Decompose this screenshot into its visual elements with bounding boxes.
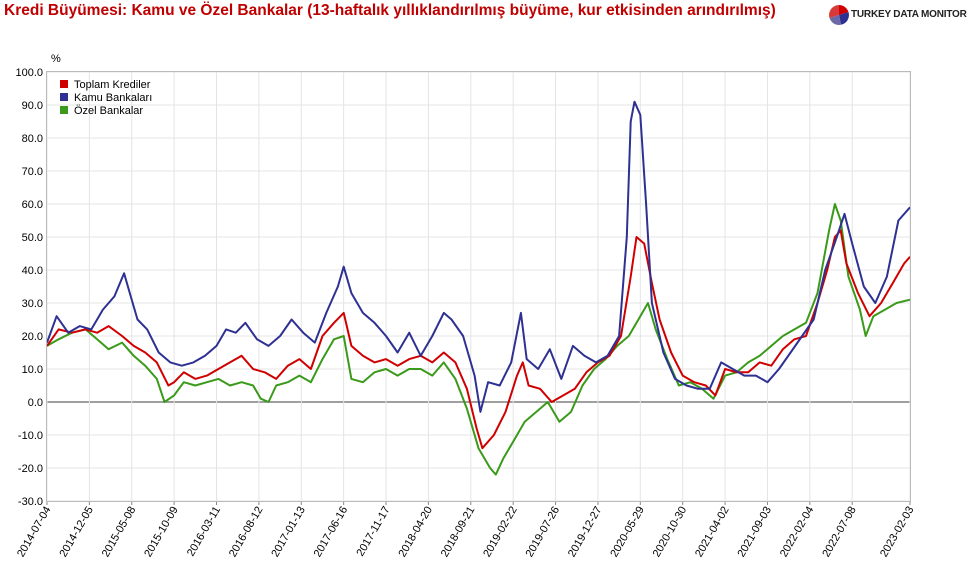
y-tick-label: 40.0 [22,265,43,277]
x-tick-label: 2022-02-04 [778,505,817,560]
y-tick-label: -20.0 [18,463,43,475]
x-tick-label: 2022-07-08 [820,505,859,560]
legend-label-2: Özel Bankalar [74,105,143,117]
legend-swatch-0 [60,80,68,88]
pie-logo-icon [829,5,849,25]
y-tick-label: 80.0 [22,133,43,145]
x-tick-label: 2014-07-04 [15,505,54,560]
x-tick-label: 2019-12-27 [566,505,605,560]
y-tick-label: -10.0 [18,430,43,442]
x-tick-label: 2015-10-09 [142,505,181,560]
y-tick-label: 50.0 [22,232,43,244]
y-tick-label: 70.0 [22,166,43,178]
legend-label-0: Toplam Krediler [74,79,151,91]
legend-swatch-1 [60,93,68,101]
x-tick-label: 2016-08-12 [227,505,266,560]
x-tick-label: 2021-04-02 [693,505,732,560]
y-tick-label: 90.0 [22,100,43,112]
brand-logo: TURKEY DATA MONITOR [829,5,974,25]
y-tick-label: 30.0 [22,298,43,310]
series-lines [46,100,911,476]
x-tick-label: 2016-03-11 [185,505,223,559]
y-axis-label: % [51,53,61,65]
x-tick-label: 2014-12-05 [57,505,96,560]
x-tick-label: 2020-05-29 [608,505,647,560]
x-tick-label: 2017-11-17 [355,505,393,559]
x-tick-label: 2017-01-13 [269,505,308,560]
series-line-0 [46,229,911,450]
y-tick-label: 10.0 [22,364,43,376]
legend-label-1: Kamu Bankaları [74,92,152,104]
y-axis-tick-labels: 100.0 90.0 80.0 70.0 60.0 50.0 40.0 30.0 20.0 10.… [15,67,43,508]
x-tick-label: 2019-02-22 [481,505,520,560]
grid-lines [46,71,911,502]
series-line-2 [46,203,911,476]
x-tick-label: 2018-04-20 [396,505,435,560]
x-tick-label: 2015-05-08 [100,505,139,560]
y-tick-label: 100.0 [15,67,43,79]
x-tick-label: 2020-10-30 [651,505,690,560]
series-line-1 [46,100,911,413]
x-tick-label: 2019-07-26 [524,505,563,560]
x-tick-label: 2023-02-03 [878,505,917,560]
plot-frame [46,71,911,502]
x-axis-tick-labels: 2014-07-04 2014-12-05 2015-05-08 2015-10-09… [15,501,917,559]
chart-title: Kredi Büyümesi: Kamu ve Özel Bankalar (1… [4,2,776,19]
y-tick-label: 0.0 [28,397,43,409]
legend-swatch-2 [60,106,68,114]
y-tick-label: 20.0 [22,331,43,343]
brand-name: TURKEY DATA MONITOR [851,9,967,20]
y-tick-label: 60.0 [22,199,43,211]
x-tick-label: 2017-06-16 [312,505,351,560]
x-tick-label: 2018-09-21 [439,505,478,560]
x-tick-label: 2021-09-03 [736,505,775,560]
y-tick-label: -30.0 [18,496,43,508]
